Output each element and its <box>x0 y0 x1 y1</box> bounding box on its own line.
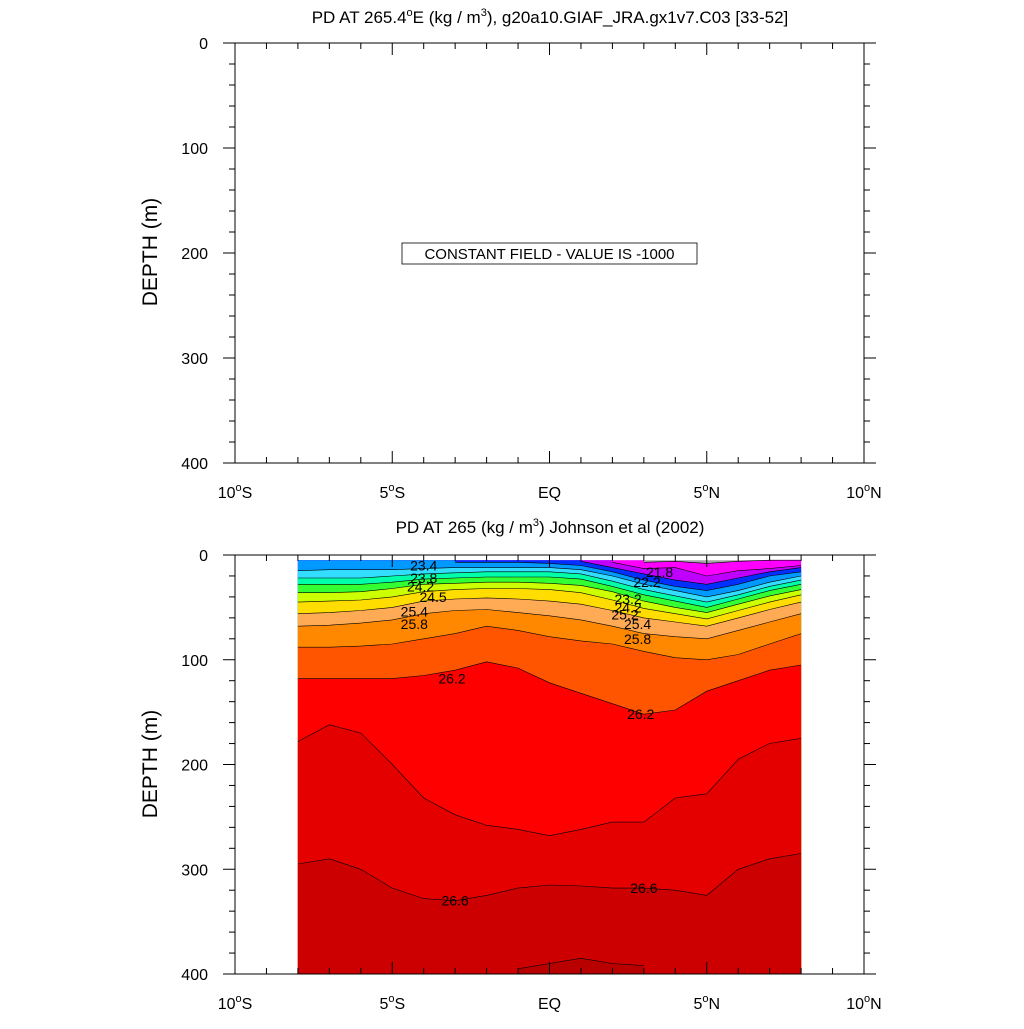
constant-field-text: CONSTANT FIELD - VALUE IS -1000 <box>424 246 674 263</box>
density-fills <box>297 560 802 974</box>
panel-top-ylabel: DEPTH (m) <box>139 198 162 307</box>
x-tick-label: 10oN <box>846 993 881 1013</box>
contour-label: 26.2 <box>627 706 654 722</box>
panel-bottom: 23.423.824.224.525.425.826.226.226.626.6… <box>139 517 802 974</box>
x-tick-label: 10oS <box>218 993 253 1013</box>
panel-bottom-title: PD AT 265 (kg / m3) Johnson et al (2002) <box>396 517 705 537</box>
isopycnal-22-6 <box>580 561 802 585</box>
contour-label: 23.8 <box>410 570 437 586</box>
isopycnal-26 <box>297 625 802 661</box>
panel-top: PD AT 265.4oE (kg / m3), g20a10.GIAF_JRA… <box>139 7 788 306</box>
contour-label: 24.5 <box>419 589 446 605</box>
axes-panel-bottom: 0 100 200 300 400 10oS 5oS EQ 5oN 10oN <box>181 548 881 1013</box>
isopycnal-22 <box>612 562 802 577</box>
isopycnal-26-4 <box>297 724 802 837</box>
isopycnal-26-2 <box>297 661 802 715</box>
contour-label: 25.2 <box>611 607 638 623</box>
isopycnal-25-4 <box>297 597 802 627</box>
x-tick-label: 5oS <box>379 482 405 502</box>
y-tick-label: 300 <box>181 351 208 368</box>
contour-label: 25.8 <box>624 631 651 647</box>
fill-band-26-6 <box>297 853 802 974</box>
contour-label: 22.2 <box>633 574 660 590</box>
isopycnal-lines <box>297 559 802 970</box>
x-tick-label: 10oS <box>218 482 253 502</box>
panel-bottom-ylabel: DEPTH (m) <box>139 710 162 819</box>
y-tick-label: 300 <box>181 862 208 879</box>
y-tick-label: 0 <box>199 36 208 53</box>
isopycnal-25 <box>297 588 802 620</box>
contour-label: 26.6 <box>441 893 468 909</box>
axes-panel-top: 0 100 200 300 400 10oS 5oS EQ 5oN 10oN <box>181 36 881 502</box>
isopycnal-21-8 <box>643 559 802 564</box>
y-tick-label: 200 <box>181 758 208 775</box>
x-tick-label: 5oN <box>694 482 721 502</box>
panel-top-title: PD AT 265.4oE (kg / m3), g20a10.GIAF_JRA… <box>312 7 789 27</box>
y-tick-label: 0 <box>199 548 208 565</box>
contour-label: 23.2 <box>614 591 641 607</box>
y-tick-label: 100 <box>181 141 208 158</box>
isopycnal-24-2 <box>297 576 802 608</box>
contour-label: 24.2 <box>407 578 434 594</box>
x-tick-label: EQ <box>538 996 561 1013</box>
isopycnal-23-8 <box>297 571 802 603</box>
x-tick-label: EQ <box>538 485 561 502</box>
contour-label: 26.2 <box>438 671 465 687</box>
isopycnal-23-4 <box>297 567 802 598</box>
isopycnal-26-6 <box>297 853 802 902</box>
isopycnal-23 <box>455 562 802 591</box>
contour-label: 24.2 <box>614 599 641 615</box>
contour-label: 25.4 <box>401 604 428 620</box>
contour-labels: 23.423.824.224.525.425.826.226.226.626.6… <box>401 558 674 909</box>
y-tick-label: 400 <box>181 967 208 984</box>
isopycnal-26-8 <box>517 957 644 970</box>
y-tick-label: 400 <box>181 456 208 473</box>
contour-label: 25.4 <box>624 616 651 632</box>
contour-label: 21.8 <box>646 564 673 580</box>
constant-field-box <box>401 242 698 265</box>
contour-label: 25.8 <box>401 616 428 632</box>
x-tick-label: 5oN <box>694 993 721 1013</box>
x-tick-label: 5oS <box>379 993 405 1013</box>
y-tick-label: 100 <box>181 653 208 670</box>
contour-label: 26.6 <box>630 880 657 896</box>
isopycnal-24-6 <box>297 581 802 613</box>
constant-field-note: CONSTANT FIELD - VALUE IS -1000 <box>401 242 698 265</box>
x-tick-label: 10oN <box>846 482 881 502</box>
y-tick-label: 200 <box>181 246 208 263</box>
axes-layer: 0 100 200 300 400 10oS 5oS EQ 5oN 10oN 0 100 200 300 4… <box>181 36 881 1013</box>
isopycnal-25-8 <box>297 609 802 640</box>
contour-label: 23.4 <box>410 558 437 574</box>
